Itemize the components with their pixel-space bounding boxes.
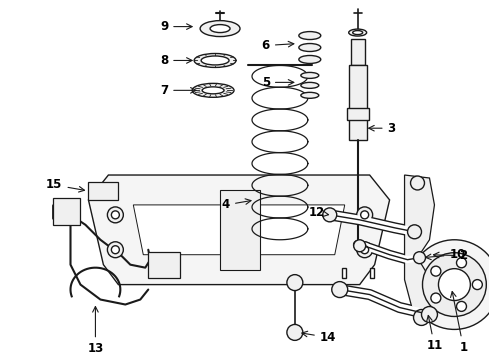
Circle shape — [411, 176, 424, 190]
Ellipse shape — [194, 54, 236, 67]
Text: 1: 1 — [451, 292, 467, 354]
Circle shape — [287, 324, 303, 340]
Polygon shape — [369, 268, 374, 278]
Text: 10: 10 — [425, 248, 466, 261]
Circle shape — [457, 258, 466, 268]
Circle shape — [414, 252, 425, 264]
Ellipse shape — [301, 82, 319, 88]
Text: 4: 4 — [222, 198, 251, 211]
Ellipse shape — [301, 72, 319, 78]
Polygon shape — [89, 182, 119, 200]
Circle shape — [431, 266, 441, 276]
Circle shape — [323, 208, 337, 222]
Polygon shape — [349, 66, 367, 140]
Circle shape — [107, 242, 123, 258]
Polygon shape — [52, 198, 80, 225]
Polygon shape — [133, 205, 345, 255]
Circle shape — [287, 275, 303, 291]
Circle shape — [332, 282, 348, 298]
Ellipse shape — [192, 84, 234, 97]
Circle shape — [431, 293, 441, 303]
Polygon shape — [351, 39, 365, 66]
Circle shape — [439, 269, 470, 301]
Circle shape — [111, 246, 120, 254]
Circle shape — [414, 310, 429, 325]
Circle shape — [457, 301, 466, 311]
Circle shape — [357, 242, 372, 258]
Text: 9: 9 — [160, 20, 192, 33]
Ellipse shape — [202, 87, 224, 94]
Circle shape — [361, 246, 368, 254]
Circle shape — [111, 211, 120, 219]
Polygon shape — [148, 252, 180, 278]
Text: 11: 11 — [426, 315, 442, 352]
Circle shape — [357, 207, 372, 223]
Polygon shape — [89, 175, 390, 285]
Ellipse shape — [299, 55, 321, 63]
Text: 3: 3 — [368, 122, 396, 135]
Text: 2: 2 — [434, 249, 467, 262]
Ellipse shape — [299, 32, 321, 40]
Circle shape — [408, 225, 421, 239]
Ellipse shape — [299, 44, 321, 51]
Ellipse shape — [210, 24, 230, 32]
Ellipse shape — [353, 31, 363, 35]
Text: 12: 12 — [309, 206, 328, 219]
Ellipse shape — [301, 92, 319, 98]
Text: 13: 13 — [87, 307, 103, 355]
Circle shape — [472, 280, 482, 289]
Text: 8: 8 — [160, 54, 192, 67]
Circle shape — [422, 253, 486, 316]
Circle shape — [354, 240, 366, 252]
Polygon shape — [342, 268, 346, 278]
Text: 5: 5 — [262, 76, 294, 89]
Ellipse shape — [349, 29, 367, 36]
Polygon shape — [405, 175, 435, 318]
Circle shape — [361, 211, 368, 219]
Text: 7: 7 — [160, 84, 196, 97]
Ellipse shape — [201, 56, 229, 65]
Text: 14: 14 — [302, 331, 336, 344]
Text: 15: 15 — [46, 179, 84, 192]
Circle shape — [410, 240, 490, 329]
Polygon shape — [347, 108, 368, 120]
Circle shape — [107, 207, 123, 223]
Polygon shape — [220, 190, 260, 270]
Ellipse shape — [200, 21, 240, 37]
Circle shape — [421, 306, 438, 323]
Text: 6: 6 — [262, 39, 294, 52]
